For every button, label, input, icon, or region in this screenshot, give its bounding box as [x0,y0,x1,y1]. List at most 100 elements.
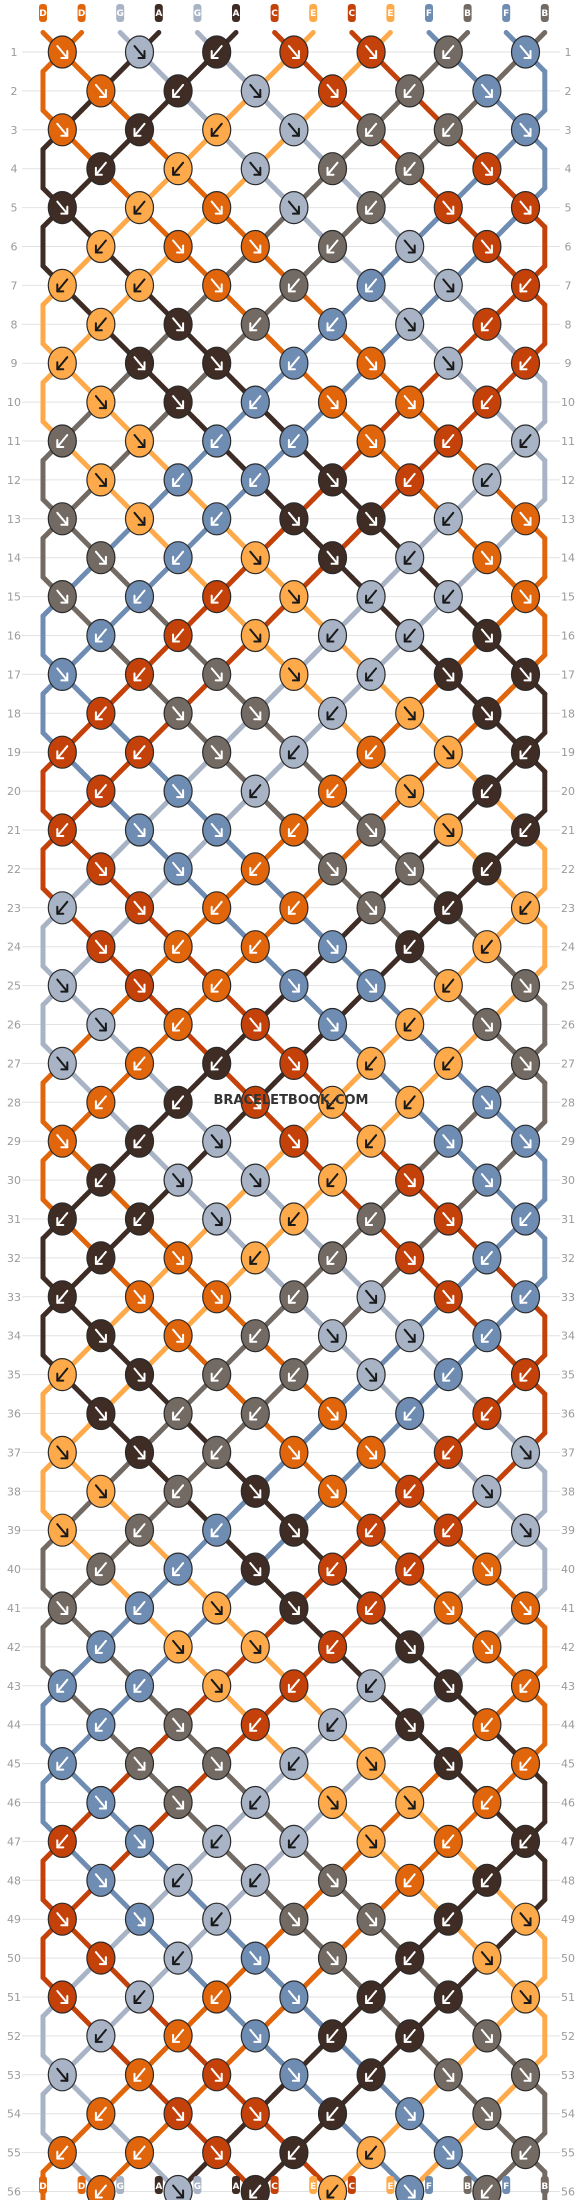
arrow-head [326,1722,335,1732]
row-number-left: 24 [7,941,21,954]
arrow-head [56,361,65,371]
row-number-right: 2 [565,85,572,98]
arrow-left-down-icon [133,278,146,293]
arrow-right-down-icon [210,356,223,371]
arrow-head [365,750,374,760]
row-number-right: 10 [561,396,575,409]
arrow-head [287,1683,296,1693]
arrow-shaft [519,1134,532,1149]
arrow-shaft [365,278,378,293]
arrow-shaft [249,861,262,876]
arrow-right-down-icon [249,2028,262,2043]
arrow-head [519,361,528,371]
arrow-right-down-icon [287,122,300,137]
arrow-shaft [133,1134,146,1149]
arrow-left-down-icon [480,1717,493,1732]
arrow-shaft [403,550,416,565]
arrow-shaft [210,511,223,526]
arrow-head [484,166,493,176]
arrow-shaft [365,1912,378,1927]
arrow-head [446,1606,455,1615]
arrow-left-down-icon [56,823,69,837]
strand-start-letter: D [39,9,46,19]
arrow-shaft [249,161,262,176]
arrow-shaft [287,356,300,371]
arrow-left-down-icon [210,1912,223,1927]
arrow-shaft [287,1834,300,1849]
arrow-head [407,2189,416,2199]
arrow-right-down-icon [287,589,300,604]
arrow-shaft [133,1367,146,1382]
arrow-head [94,2189,103,2199]
arrow-shaft [172,628,185,643]
arrow-shaft [519,823,532,837]
arrow-head [330,477,339,487]
strand-start-letter: F [503,9,509,19]
arrow-head [249,1255,258,1265]
arrow-head [214,672,223,682]
arrow-right-down-icon [94,1873,107,1888]
arrow-shaft [249,239,262,254]
arrow-head [403,1100,412,1110]
strand-end-chip [463,2176,472,2194]
arrow-right-down-icon [133,1834,146,1849]
arrow-shaft [480,239,493,254]
arrow-shaft [442,2145,455,2160]
arrow-left-down-icon [287,1367,300,1382]
arrow-shaft [210,356,223,371]
arrow-head [326,2033,335,2043]
arrow-left-down-icon [210,978,223,993]
arrow-right-down-icon [403,784,416,799]
row-number-right: 43 [561,1680,575,1693]
strand-start-letter: F [426,9,432,19]
arrow-head [484,88,493,98]
arrow-head [133,2150,142,2160]
arrow-head [446,283,455,293]
arrow-head [60,672,69,682]
arrow-head [523,594,532,604]
arrow-head [249,400,258,410]
arrow-left-down-icon [519,1756,532,1771]
arrow-left-down-icon [94,1095,107,1110]
arrow-head [480,866,489,876]
arrow-head [480,789,489,799]
arrow-head [519,283,528,293]
strand-end-letter: E [387,2182,393,2192]
arrow-shaft [442,1756,455,1771]
arrow-left-down-icon [365,122,378,137]
arrow-shaft [480,1873,493,1888]
row-number-right: 26 [561,1019,575,1032]
arrow-shaft [519,745,532,760]
arrow-left-down-icon [326,706,339,721]
arrow-head [176,400,185,410]
arrow-shaft [249,395,262,410]
arrow-head [137,50,146,59]
arrow-right-down-icon [442,823,455,837]
arrow-shaft [133,511,146,526]
arrow-shaft [442,1601,455,1615]
arrow-shaft [56,122,69,137]
arrow-left-down-icon [94,1639,107,1654]
arrow-shaft [519,1523,532,1538]
strand-start-chip [309,4,318,22]
arrow-shaft [94,550,107,565]
arrow-shaft [172,861,185,876]
arrow-left-down-icon [172,550,185,565]
arrow-shaft [172,939,185,954]
arrow-right-down-icon [326,1795,339,1810]
arrow-shaft [210,1056,223,1071]
arrow-shaft [480,317,493,332]
arrow-shaft [326,317,339,332]
row-number-right: 25 [561,980,575,993]
arrow-shaft [365,511,378,526]
arrow-shaft [403,628,416,643]
arrow-shaft [249,628,262,643]
arrow-head [98,1489,107,1499]
arrow-head [369,905,378,915]
arrow-head [291,1528,300,1538]
arrow-right-down-icon [287,2067,300,2082]
row-number-left: 55 [7,2147,21,2160]
arrow-shaft [56,745,69,760]
arrow-left-down-icon [56,434,69,448]
arrow-right-down-icon [519,511,532,526]
